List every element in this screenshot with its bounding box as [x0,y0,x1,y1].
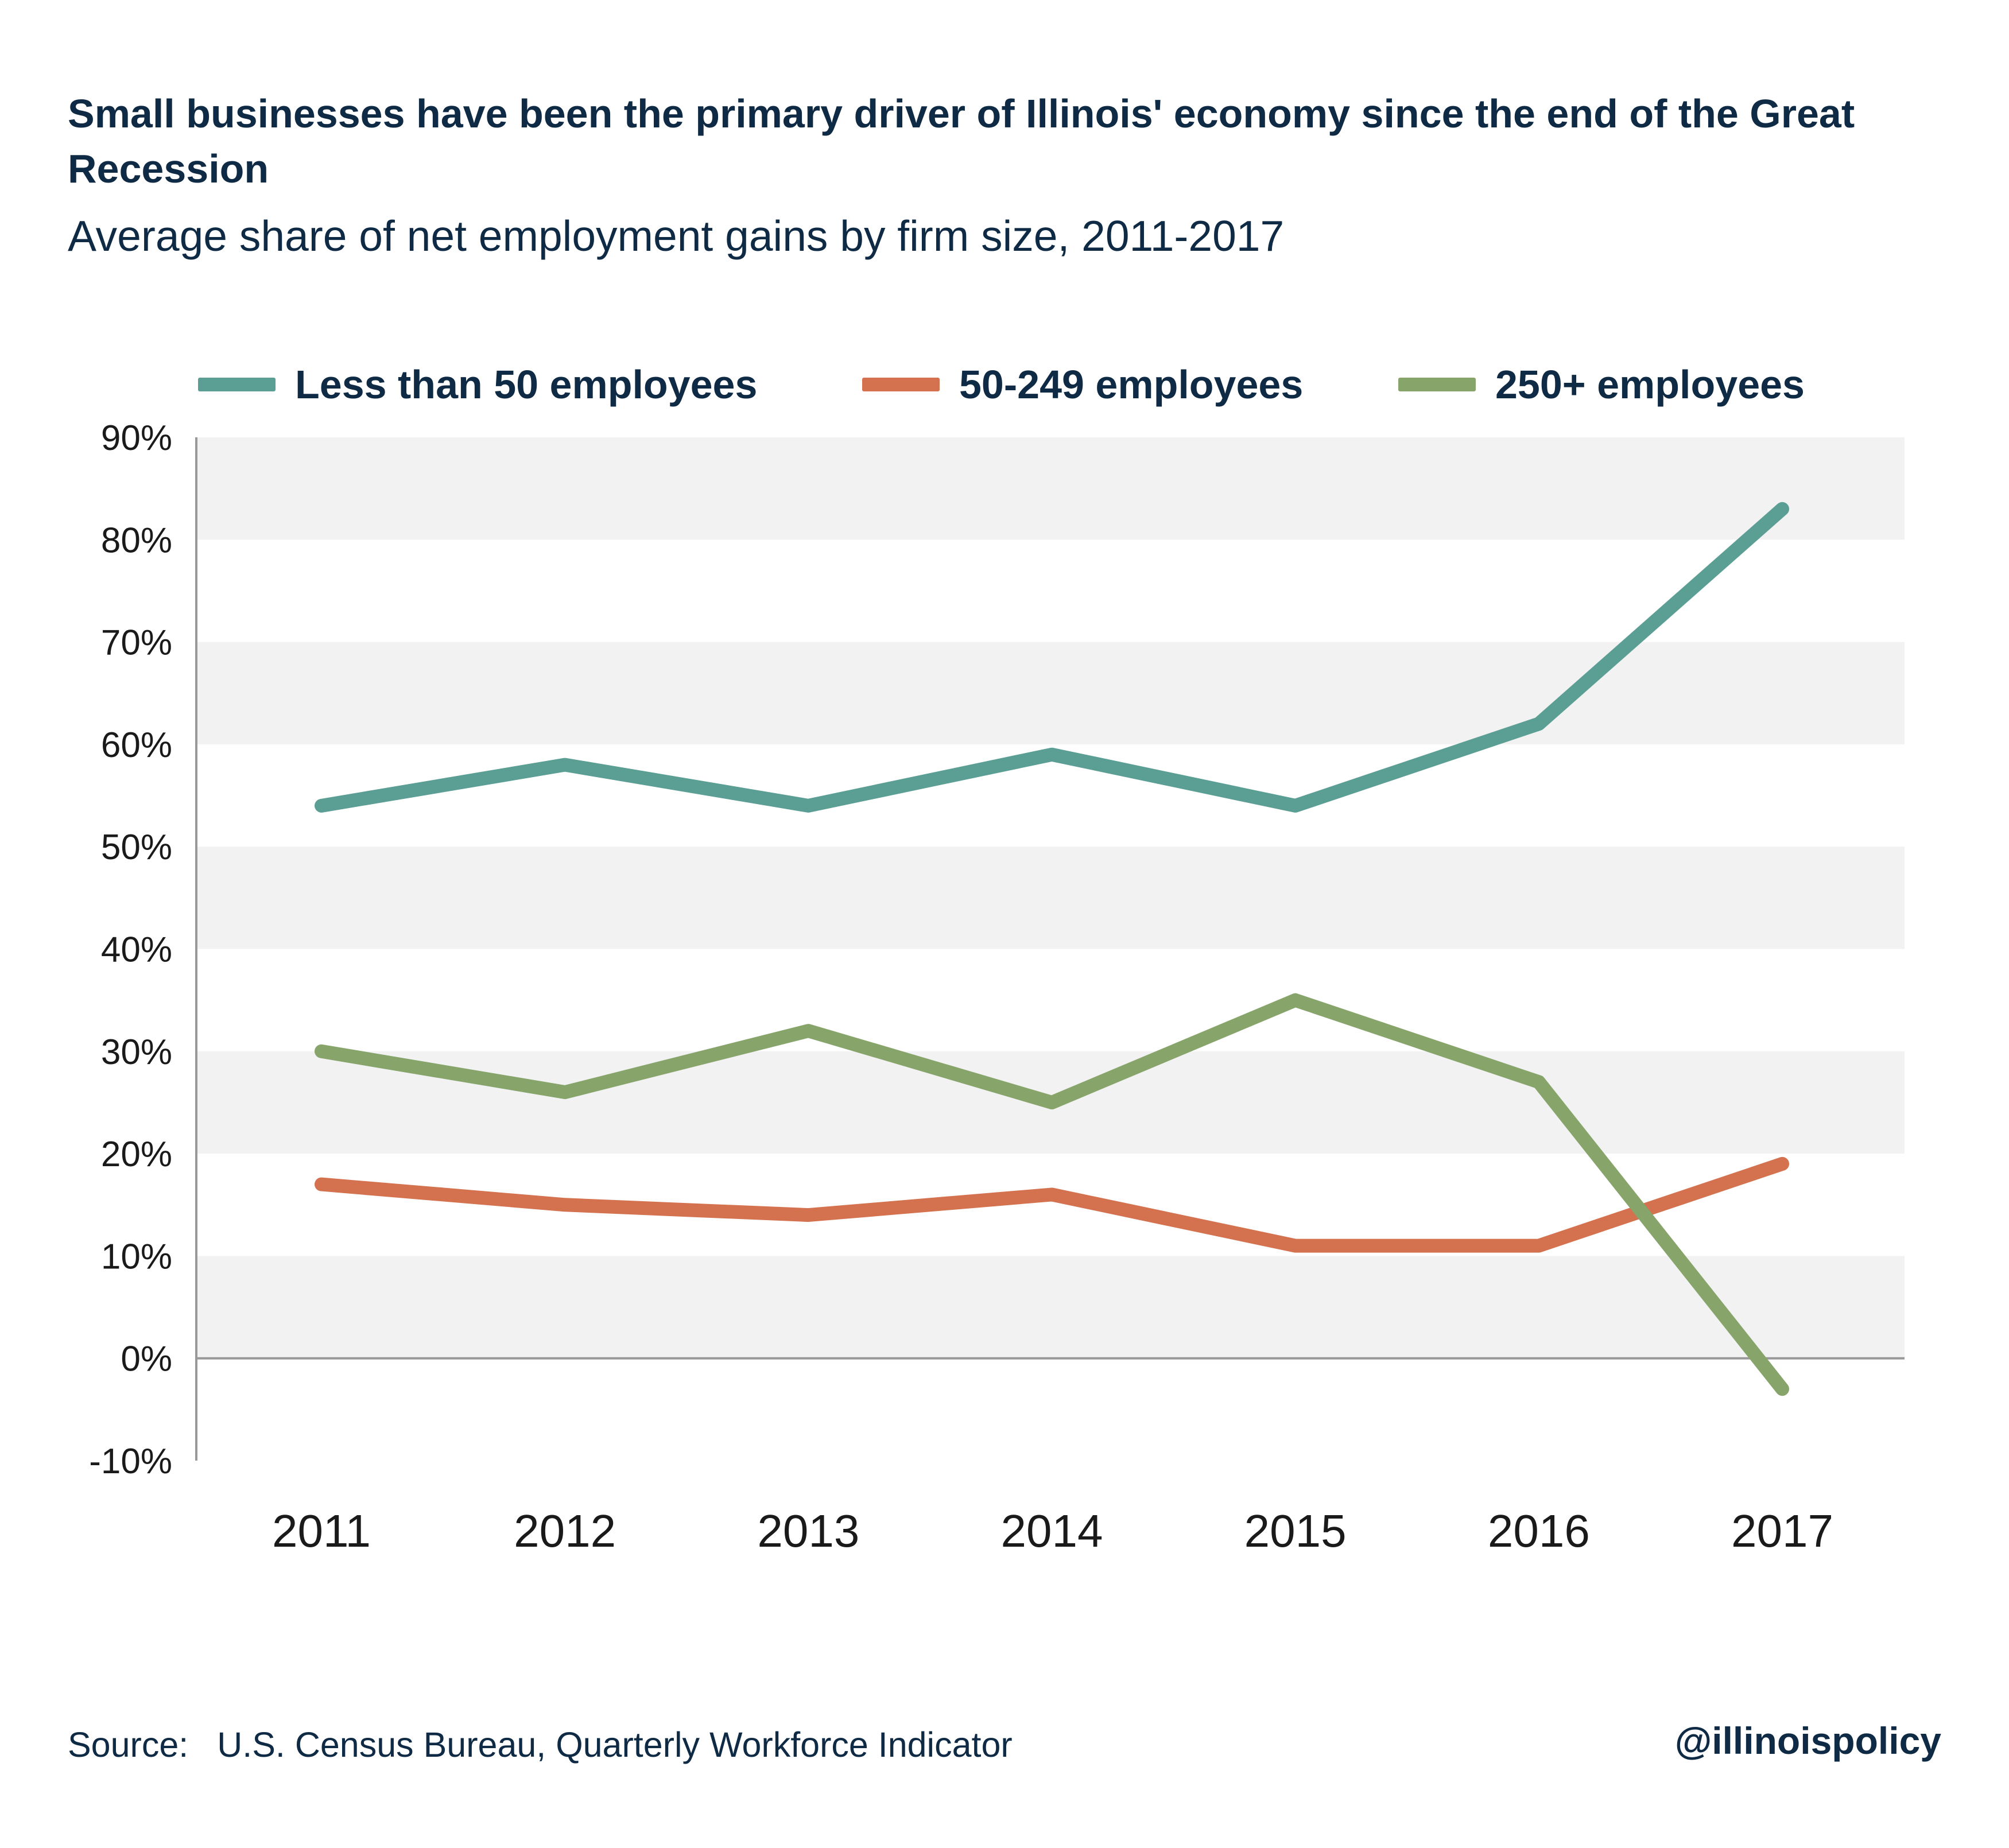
grid-band [196,437,1905,540]
legend-item-250-plus: 250+ employees [1398,356,1805,413]
y-tick-label: 40% [101,930,172,970]
grid-bands [196,437,1905,1358]
legend-label-50-249: 50-249 employees [959,362,1304,407]
legend-item-50-249: 50-249 employees [862,356,1303,413]
grid-band [196,1256,1905,1358]
x-tick-label: 2014 [1001,1505,1103,1556]
source-prefix: Source: [68,1725,189,1764]
x-tick-labels: 2011 2012 2013 2014 2015 2016 2017 [272,1505,1833,1556]
x-tick-label: 2012 [514,1505,616,1556]
y-tick-label: 60% [101,725,172,765]
legend: Less than 50 employees 50-249 employees … [0,356,2009,413]
axes [195,437,1905,1461]
series-lines [315,502,1789,1396]
series-line-0 [315,502,1789,813]
x-tick-label: 2015 [1244,1505,1347,1556]
legend-label-250-plus: 250+ employees [1495,362,1805,407]
grid-band [196,847,1905,949]
y-tick-label: 10% [101,1237,172,1276]
chart-title: Small businesses have been the primary d… [68,91,1855,191]
grid-band [196,642,1905,744]
x-tick-label: 2017 [1731,1505,1833,1556]
y-tick-label: -10% [89,1442,172,1481]
legend-label-less-than-50: Less than 50 employees [295,362,758,407]
y-tick-labels: -10% 0% 10% 20% 30% 40% 50% 60% 70% 80% 90% [89,418,172,1481]
y-tick-label: 90% [101,418,172,458]
x-tick-label: 2013 [757,1505,859,1556]
source-note: Source: U.S. Census Bureau, Quarterly Wor… [68,1725,1013,1765]
y-tick-label: 0% [121,1340,172,1379]
x-tick-label: 2016 [1488,1505,1590,1556]
y-tick-label: 80% [101,521,172,560]
x-tick-label: 2011 [272,1505,371,1556]
y-tick-label: 20% [101,1135,172,1174]
y-tick-label: 30% [101,1032,172,1072]
social-handle: @illinoispolicy [1674,1719,1941,1762]
y-tick-label: 50% [101,828,172,867]
legend-swatch-less-than-50 [198,378,276,391]
legend-item-less-than-50: Less than 50 employees [198,356,757,413]
series-line-1 [315,1156,1789,1253]
source-text: U.S. Census Bureau, Quarterly Workforce … [217,1725,1013,1764]
legend-swatch-50-249 [862,378,940,391]
y-tick-label: 70% [101,623,172,663]
legend-swatch-250-plus [1398,378,1476,391]
series-line-2 [315,993,1789,1396]
chart-subtitle: Average share of net employment gains by… [68,212,1285,260]
